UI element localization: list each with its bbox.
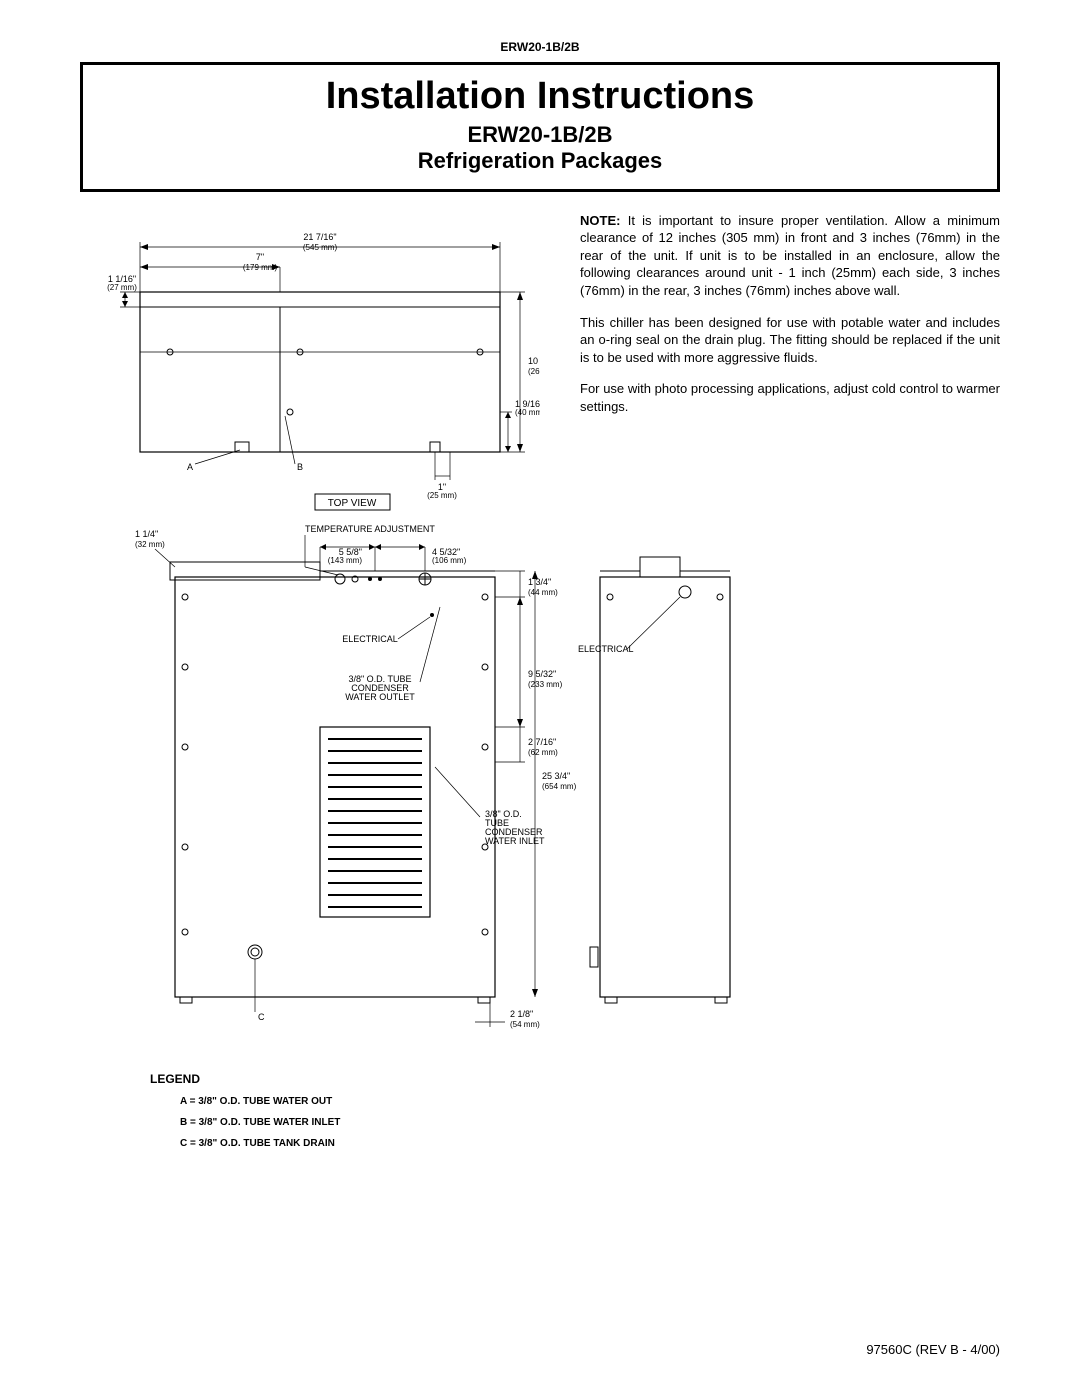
paragraph-3: For use with photo processing applicatio… [580, 380, 1000, 415]
svg-text:(233 mm): (233 mm) [528, 680, 563, 689]
svg-text:(106 mm): (106 mm) [432, 556, 467, 565]
svg-text:21 7/16": 21 7/16" [303, 232, 336, 242]
svg-text:1 3/4": 1 3/4" [528, 577, 551, 587]
svg-text:10 1/4": 10 1/4" [528, 356, 540, 366]
body-text: NOTE: It is important to insure proper v… [580, 212, 1000, 517]
header-model: ERW20-1B/2B [80, 40, 1000, 54]
svg-text:A: A [187, 462, 193, 472]
paragraph-2: This chiller has been designed for use w… [580, 314, 1000, 367]
svg-text:(260 mm): (260 mm) [528, 367, 540, 376]
front-side-diagram: TEMPERATURE ADJUSTMENT 1 1/4" (32 mm) 5 … [80, 517, 720, 1042]
svg-text:(179 mm): (179 mm) [243, 263, 278, 272]
svg-text:(143 mm): (143 mm) [328, 556, 363, 565]
svg-text:(654 mm): (654 mm) [542, 782, 577, 791]
svg-text:(545 mm): (545 mm) [303, 243, 338, 252]
svg-text:2 7/16": 2 7/16" [528, 737, 556, 747]
svg-text:2 1/8": 2 1/8" [510, 1009, 533, 1019]
title-box: Installation Instructions ERW20-1B/2B Re… [80, 62, 1000, 192]
svg-text:WATER OUTLET: WATER OUTLET [345, 692, 415, 702]
legend-item-b: B = 3/8" O.D. TUBE WATER INLET [180, 1117, 1000, 1128]
document-title: Installation Instructions [83, 75, 997, 118]
document-subtitle: ERW20-1B/2B Refrigeration Packages [83, 122, 997, 175]
svg-text:B: B [297, 462, 303, 472]
legend-title: LEGEND [150, 1072, 1000, 1086]
svg-text:(32 mm): (32 mm) [135, 540, 165, 549]
svg-text:(62 mm): (62 mm) [528, 748, 558, 757]
footer-revision: 97560C (REV B - 4/00) [866, 1342, 1000, 1357]
svg-text:(40 mm): (40 mm) [515, 408, 540, 417]
svg-text:C: C [258, 1012, 265, 1022]
svg-text:7": 7" [256, 252, 264, 262]
legend-item-c: C = 3/8" O.D. TUBE TANK DRAIN [180, 1138, 1000, 1149]
legend: LEGEND A = 3/8" O.D. TUBE WATER OUT B = … [150, 1072, 1000, 1149]
svg-text:(27 mm): (27 mm) [107, 283, 137, 292]
svg-text:WATER INLET: WATER INLET [485, 836, 545, 846]
svg-text:TEMPERATURE ADJUSTMENT: TEMPERATURE ADJUSTMENT [305, 524, 435, 534]
svg-text:TOP VIEW: TOP VIEW [328, 498, 377, 509]
svg-text:1 1/4": 1 1/4" [135, 529, 158, 539]
svg-text:ELECTRICAL: ELECTRICAL [342, 634, 398, 644]
note-paragraph: NOTE: It is important to insure proper v… [580, 212, 1000, 300]
legend-item-a: A = 3/8" O.D. TUBE WATER OUT [180, 1096, 1000, 1107]
svg-text:9 5/32": 9 5/32" [528, 669, 556, 679]
svg-text:(44 mm): (44 mm) [528, 588, 558, 597]
svg-text:(25 mm): (25 mm) [427, 491, 457, 500]
svg-text:25 3/4": 25 3/4" [542, 771, 570, 781]
svg-text:(54 mm): (54 mm) [510, 1020, 540, 1029]
svg-text:ELECTRICAL: ELECTRICAL [578, 644, 634, 654]
top-view-diagram: 21 7/16" (545 mm) 7" (179 mm) 1 1/16" [80, 212, 560, 517]
